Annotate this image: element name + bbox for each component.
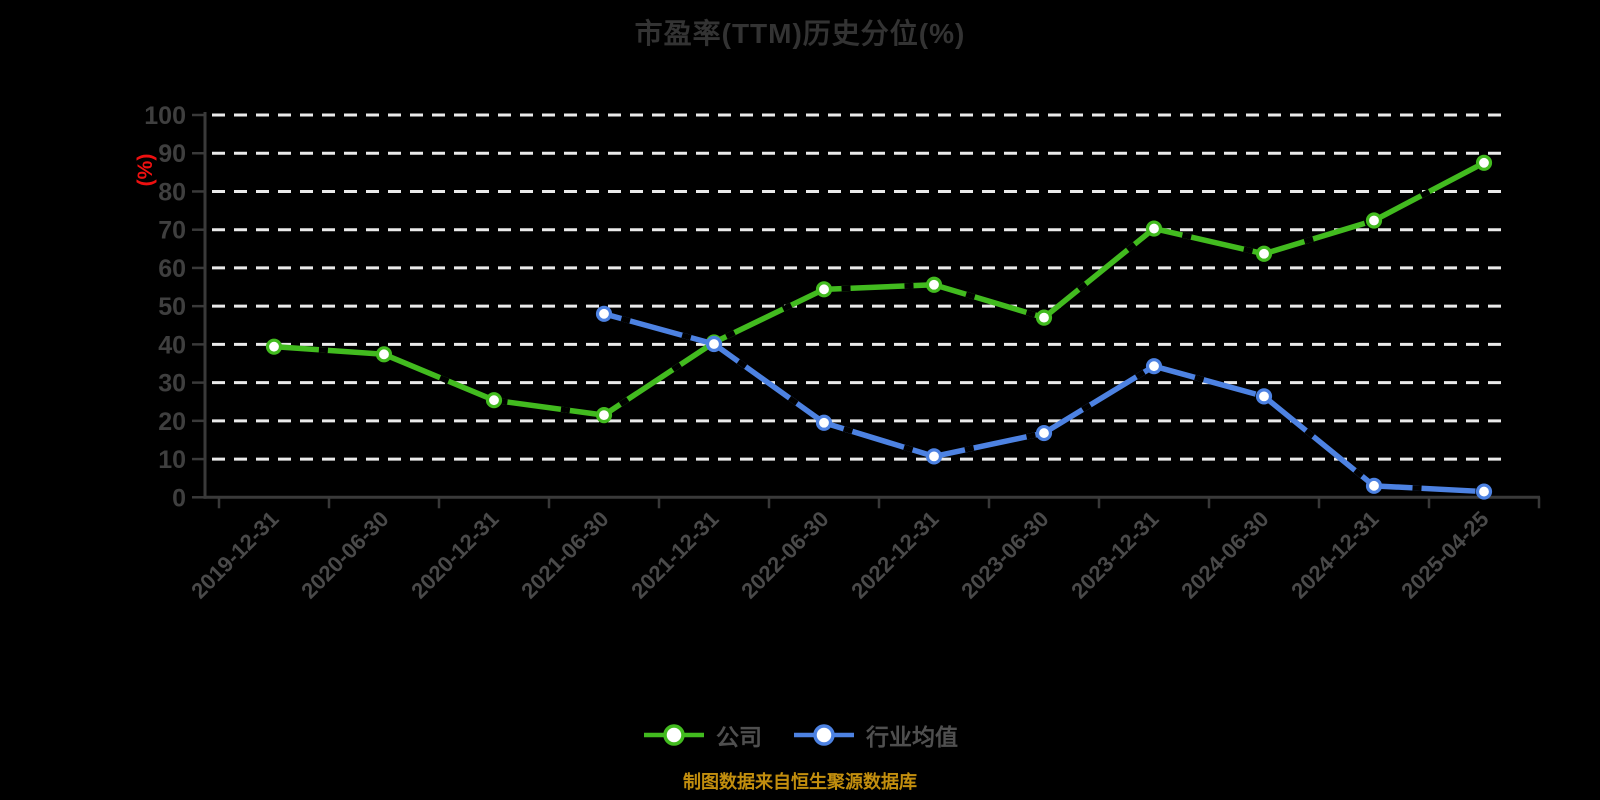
company-data-point-marker[interactable]	[1145, 220, 1163, 237]
legend-item-company[interactable]: 公司	[642, 718, 762, 752]
y-axis-label: 20	[158, 408, 186, 436]
company-data-point-marker[interactable]	[1035, 309, 1053, 326]
x-axis-label: 2025-04-25	[1396, 506, 1493, 603]
industry-average-data-point-marker[interactable]	[1255, 388, 1273, 405]
company-data-point-marker[interactable]	[925, 276, 943, 293]
legend-item-industry-average[interactable]: 行业均值	[792, 718, 958, 752]
y-axis-label: 70	[158, 217, 186, 245]
company-legend-marker-icon	[644, 724, 704, 746]
data-source-note: 制图数据来自恒生聚源数据库	[683, 772, 917, 792]
industry-average-data-point-marker[interactable]	[595, 305, 613, 322]
x-axis-label: 2024-06-30	[1176, 506, 1273, 603]
company-data-point-marker[interactable]	[485, 392, 503, 409]
chart-legend: 公司 行业均值	[0, 718, 1600, 752]
industry-average-data-point-marker[interactable]	[1475, 483, 1493, 500]
y-axis-label: 0	[172, 484, 186, 512]
industry-average-line-path[interactable]	[601, 311, 1487, 495]
industry-average-legend-circle	[813, 724, 835, 746]
company-data-point-marker[interactable]	[1365, 212, 1383, 229]
x-axis-label: 2020-06-30	[296, 506, 393, 603]
y-axis-label: 90	[158, 140, 186, 168]
company-legend-circle	[663, 724, 685, 746]
y-axis-label: 10	[158, 446, 186, 474]
company-data-point-marker[interactable]	[1475, 154, 1493, 171]
x-axis-label: 2020-12-31	[406, 506, 503, 603]
series-industry-average[interactable]	[595, 305, 1493, 500]
industry-average-data-point-marker[interactable]	[815, 414, 833, 431]
company-data-point-marker[interactable]	[265, 338, 283, 355]
y-axis-label: 50	[158, 293, 186, 321]
industry-average-data-point-marker[interactable]	[705, 335, 723, 353]
x-axis-label: 2021-12-31	[626, 506, 723, 603]
company-data-point-marker[interactable]	[815, 281, 833, 298]
company-data-point-marker[interactable]	[1255, 245, 1273, 262]
y-axis-label: 30	[158, 370, 186, 398]
y-axis-label: 40	[158, 331, 186, 359]
x-axis-label: 2021-06-30	[516, 506, 613, 603]
x-axis-label: 2019-12-31	[186, 506, 283, 603]
y-axis-label: 60	[158, 255, 186, 283]
y-axis-label: 80	[158, 178, 186, 206]
legend-label-industry-average: 行业均值	[866, 724, 958, 750]
x-axis-label: 2023-12-31	[1066, 506, 1163, 603]
company-data-point-marker[interactable]	[595, 407, 613, 424]
industry-average-data-point-marker[interactable]	[1035, 424, 1053, 442]
industry-average-legend-marker-icon	[794, 724, 854, 746]
industry-average-data-point-marker[interactable]	[925, 448, 943, 465]
x-axis-label: 2022-06-30	[736, 506, 833, 603]
x-axis-label: 2022-12-31	[846, 506, 943, 603]
company-line-path[interactable]	[271, 160, 1487, 418]
y-axis-label: 100	[144, 102, 186, 130]
industry-average-data-point-marker[interactable]	[1365, 477, 1383, 494]
x-axis-label: 2023-06-30	[956, 506, 1053, 603]
x-axis-label: 2024-12-31	[1286, 506, 1383, 603]
legend-label-company: 公司	[716, 724, 762, 750]
company-data-point-marker[interactable]	[375, 346, 393, 363]
chart-title: 市盈率(TTM)历史分位(%)	[634, 18, 966, 49]
industry-average-data-point-marker[interactable]	[1145, 358, 1163, 375]
